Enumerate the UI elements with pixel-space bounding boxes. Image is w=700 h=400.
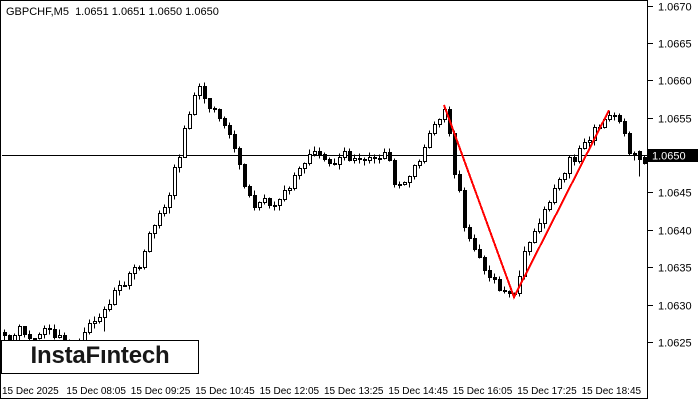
svg-text:1.0625: 1.0625 bbox=[658, 338, 692, 350]
svg-text:1.0645: 1.0645 bbox=[658, 188, 692, 200]
svg-text:1.0630: 1.0630 bbox=[658, 301, 692, 313]
svg-text:1.0640: 1.0640 bbox=[658, 226, 692, 238]
svg-text:1.0660: 1.0660 bbox=[658, 76, 692, 88]
svg-text:1.0670: 1.0670 bbox=[658, 2, 692, 14]
svg-text:1.0665: 1.0665 bbox=[658, 39, 692, 51]
svg-text:1.0655: 1.0655 bbox=[658, 114, 692, 126]
svg-text:1.0635: 1.0635 bbox=[658, 263, 692, 275]
svg-text:1.0650: 1.0650 bbox=[652, 151, 686, 163]
